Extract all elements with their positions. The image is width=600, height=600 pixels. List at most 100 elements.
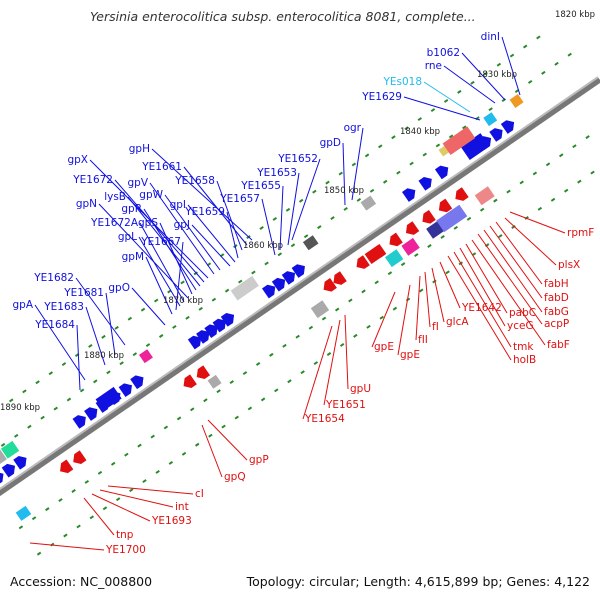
- tick-mark: [554, 61, 559, 66]
- gene-label-plus: gpW: [139, 189, 163, 201]
- tick-mark: [27, 424, 32, 429]
- tick-mark: [321, 316, 327, 321]
- plus-gene-arrow: [220, 313, 235, 327]
- leader-line: [287, 172, 300, 246]
- gene-label-plus: rne: [425, 60, 442, 72]
- gene-label-minus: cI: [195, 488, 204, 500]
- plus-gene-arrow: [500, 120, 515, 134]
- gene-label-minus: plsX: [558, 259, 580, 271]
- tick-mark: [462, 125, 467, 130]
- tick-mark: [255, 361, 261, 366]
- tick-mark: [290, 243, 296, 248]
- tick-mark: [216, 389, 221, 394]
- gene-label-plus: YE1661: [141, 161, 182, 173]
- plus-gene-arrow: [13, 455, 27, 470]
- tick-mark: [392, 306, 398, 311]
- gene-label-plus: YE1672: [72, 174, 113, 186]
- leader-line: [424, 271, 431, 328]
- gene-label-plus: gpV: [127, 177, 148, 189]
- tick-mark: [353, 333, 358, 338]
- tick-mark: [259, 226, 264, 230]
- tick-mark: [31, 516, 37, 521]
- leader-line: [344, 314, 349, 390]
- gene-label-plus: lysB: [104, 191, 126, 203]
- leader-line: [29, 542, 105, 551]
- tick-mark: [448, 134, 454, 139]
- tick-mark: [282, 343, 287, 348]
- tick-mark: [0, 442, 6, 447]
- tick-mark: [185, 315, 190, 320]
- tick-mark: [532, 171, 538, 176]
- tick-mark: [483, 71, 488, 76]
- tick-mark: [414, 253, 419, 258]
- tick-mark: [522, 44, 528, 49]
- tick-mark: [379, 315, 384, 320]
- leader-line: [191, 224, 231, 267]
- leader-line: [76, 324, 81, 391]
- minus-gene-arrow: [196, 365, 211, 379]
- tick-mark: [102, 506, 108, 511]
- tick-mark: [364, 153, 370, 158]
- tick-mark: [348, 298, 353, 303]
- gene-label-minus: gpQ: [224, 471, 246, 483]
- gene-label-plus: gpJ: [174, 219, 190, 231]
- leader-line: [415, 275, 421, 341]
- tick-mark: [176, 416, 182, 421]
- plus-gene-arrow: [84, 407, 98, 421]
- map-title: Yersinia enterocolitica subsp. enterocol…: [90, 9, 476, 24]
- feature-block: [302, 235, 319, 251]
- gene-label-minus: YE1651: [325, 399, 366, 411]
- tick-mark: [180, 280, 185, 285]
- leader-line: [226, 211, 239, 259]
- gene-label-minus: pabC: [509, 307, 536, 319]
- tick-mark: [506, 189, 511, 194]
- plus-gene-arrow: [1, 463, 16, 478]
- ruler-label: 1840 kbp: [400, 127, 440, 137]
- tick-mark: [430, 108, 436, 112]
- gene-label-plus: YE1672A: [90, 217, 139, 229]
- tick-mark: [22, 389, 27, 394]
- leader-line: [459, 247, 506, 327]
- tick-mark: [277, 252, 283, 257]
- tick-mark: [251, 270, 256, 275]
- tick-mark: [432, 279, 437, 284]
- leader-line: [323, 319, 341, 406]
- gene-label-plus: YE1659: [184, 206, 225, 218]
- leader-line: [453, 251, 512, 348]
- gene-label-plus: gpD: [320, 137, 341, 149]
- tick-mark: [387, 271, 393, 276]
- tick-mark: [93, 379, 98, 384]
- tick-mark: [541, 70, 546, 75]
- tick-mark: [274, 388, 279, 393]
- ruler-label: 1880 kbp: [84, 351, 124, 361]
- leader-line: [83, 497, 115, 536]
- leader-line: [447, 255, 512, 361]
- gene-label-plus: YE1684: [34, 319, 75, 331]
- plus-gene-arrow: [130, 375, 144, 390]
- minus-gene-arrow: [389, 232, 403, 247]
- leader-line: [99, 489, 174, 508]
- tick-mark: [97, 470, 103, 475]
- tick-mark: [537, 206, 543, 211]
- plus-gene-arrow: [402, 188, 416, 202]
- gene-label-plus: YE1681: [63, 287, 104, 299]
- tick-mark: [590, 170, 595, 175]
- gene-label-minus: gpE: [400, 349, 420, 361]
- leader-line: [342, 142, 346, 206]
- tick-mark: [312, 189, 317, 194]
- leader-line: [302, 325, 333, 420]
- tick-mark: [298, 198, 304, 203]
- tick-mark: [242, 371, 248, 375]
- tick-mark: [496, 62, 502, 67]
- tick-mark: [66, 397, 72, 402]
- topology-text: Topology: circular; Length: 4,615,899 bp…: [246, 574, 590, 589]
- tick-mark: [295, 334, 300, 339]
- gene-label-minus: YE1642: [461, 302, 502, 314]
- tick-mark: [351, 162, 357, 167]
- tick-mark: [422, 152, 427, 157]
- tick-mark: [326, 352, 332, 356]
- tick-mark: [14, 433, 19, 438]
- plus-gene-arrow: [118, 383, 132, 398]
- leader-line: [183, 166, 248, 246]
